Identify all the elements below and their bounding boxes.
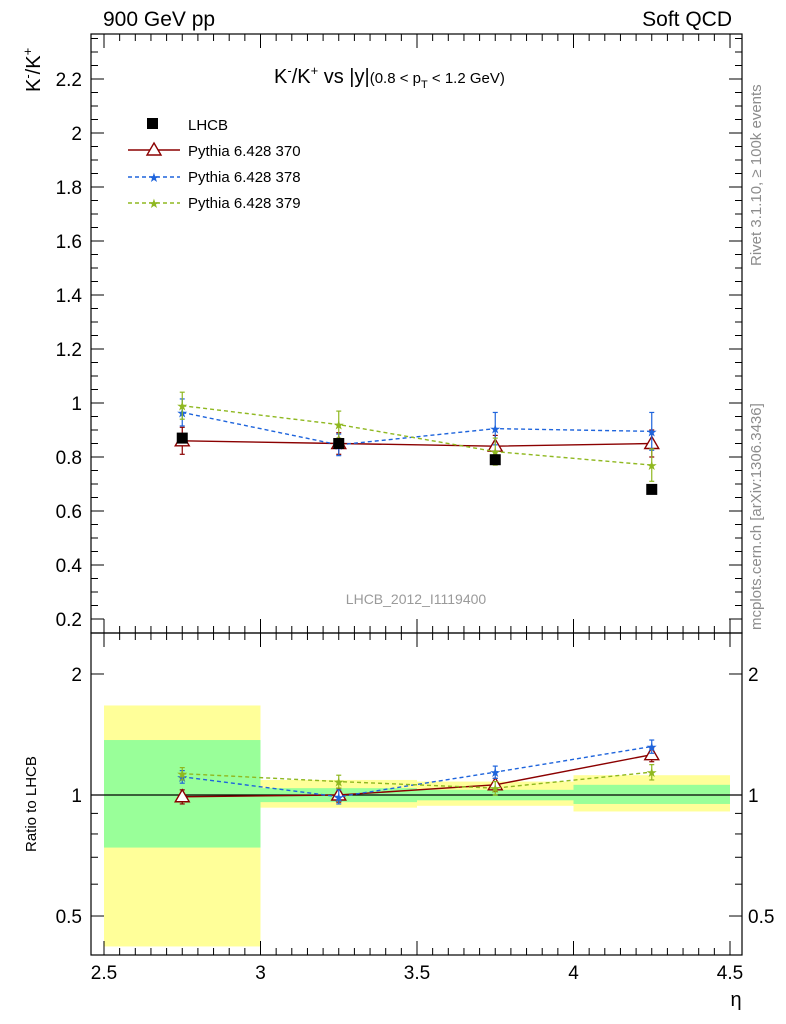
x-tick-label-2: 3.5 (404, 963, 430, 984)
x-tick-label-0: 2.5 (91, 963, 117, 984)
legend: LHCB Pythia 6.428 370 ★ Pythia 6.428 378… (128, 117, 301, 212)
legend-label-379: Pythia 6.428 379 (188, 195, 301, 212)
ratio-y-tick-label-right-0: 0.5 (748, 907, 774, 928)
main-point-lhcb-1 (333, 438, 345, 449)
ratio-point-pythia-6-428-379-1: ★ (333, 775, 345, 790)
ratio-line-pythia-6-428-378 (182, 745, 652, 798)
x-axis-label: η (730, 989, 741, 1011)
main-y-axis-label: K-/K+ (20, 48, 45, 92)
main-line-pythia-6-428-378 (182, 411, 652, 446)
analysis-watermark: LHCB_2012_I1119400 (346, 591, 487, 607)
ratio-point-pythia-6-428-378-1: ★ (333, 790, 345, 805)
main-point-pythia-6-428-379-1: ★ (333, 418, 345, 433)
main-point-lhcb-0 (176, 432, 188, 444)
legend-label-370: Pythia 6.428 370 (188, 143, 301, 160)
ratio-line-pythia-6-428-379 (182, 771, 652, 789)
main-line-pythia-6-428-370 (182, 440, 652, 447)
main-point-pythia-6-428-379-2: ★ (489, 445, 501, 460)
header-left-label: 900 GeV pp (103, 8, 216, 31)
main-y-tick-label-2: 0.6 (56, 502, 82, 523)
legend-marker-378: ★ (148, 170, 160, 185)
main-y-tick-label-6: 1.4 (56, 286, 83, 307)
main-point-pythia-6-428-378-3: ★ (646, 424, 658, 439)
ratio-point-pythia-6-428-370-0 (174, 788, 191, 803)
ratio-point-pythia-6-428-378-2: ★ (489, 765, 501, 780)
ratio-line-pythia-6-428-370 (182, 753, 652, 798)
ratio-point-pythia-6-428-378-3: ★ (646, 740, 658, 755)
main-point-pythia-6-428-378-2: ★ (489, 422, 501, 437)
ratio-y-tick-label-right-1: 1 (748, 786, 759, 807)
ratio-point-pythia-6-428-379-2: ★ (489, 781, 501, 796)
main-point-pythia-6-428-379-0: ★ (176, 399, 188, 414)
main-y-tick-label-7: 1.6 (56, 232, 82, 253)
main-y-tick-label-4: 1 (71, 394, 82, 415)
legend-marker-379: ★ (148, 196, 160, 211)
ratio-y-tick-label-1: 1 (71, 786, 82, 807)
legend-marker-370 (145, 141, 163, 156)
x-tick-label-1: 3 (255, 963, 266, 984)
main-y-tick-label-5: 1.2 (56, 340, 82, 361)
ratio-point-pythia-6-428-379-3: ★ (646, 765, 658, 780)
legend-label-lhcb: LHCB (188, 117, 228, 134)
main-line-pythia-6-428-379 (182, 405, 652, 466)
x-tick-label-4: 4.5 (717, 963, 743, 984)
legend-marker-lhcb (147, 118, 158, 129)
ratio-band-green-3 (573, 784, 730, 804)
main-y-tick-label-3: 0.8 (56, 448, 82, 469)
ratio-y-tick-label-right-2: 2 (748, 665, 759, 686)
main-y-tick-label-10: 2.2 (56, 70, 82, 91)
header-right-label: Soft QCD (642, 8, 732, 31)
ratio-point-pythia-6-428-379-0: ★ (176, 767, 188, 782)
main-y-tick-label-8: 1.8 (56, 178, 82, 199)
ratio-y-axis-label: Ratio to LHCB (23, 756, 40, 852)
main-point-lhcb-3 (646, 483, 658, 495)
x-tick-label-3: 4 (568, 963, 579, 984)
main-y-tick-label-0: 0.2 (56, 610, 82, 631)
main-point-lhcb-2 (489, 454, 501, 466)
legend-label-378: Pythia 6.428 378 (188, 169, 301, 186)
main-y-tick-label-1: 0.4 (56, 556, 83, 577)
ratio-y-tick-label-0: 0.5 (56, 907, 82, 928)
main-point-pythia-6-428-379-3: ★ (646, 458, 658, 473)
plot-title: K-/K+ vs |y|(0.8 < pT < 1.2 GeV) (274, 63, 505, 91)
main-y-tick-label-9: 2 (71, 124, 82, 145)
ratio-y-tick-label-2: 2 (71, 665, 82, 686)
